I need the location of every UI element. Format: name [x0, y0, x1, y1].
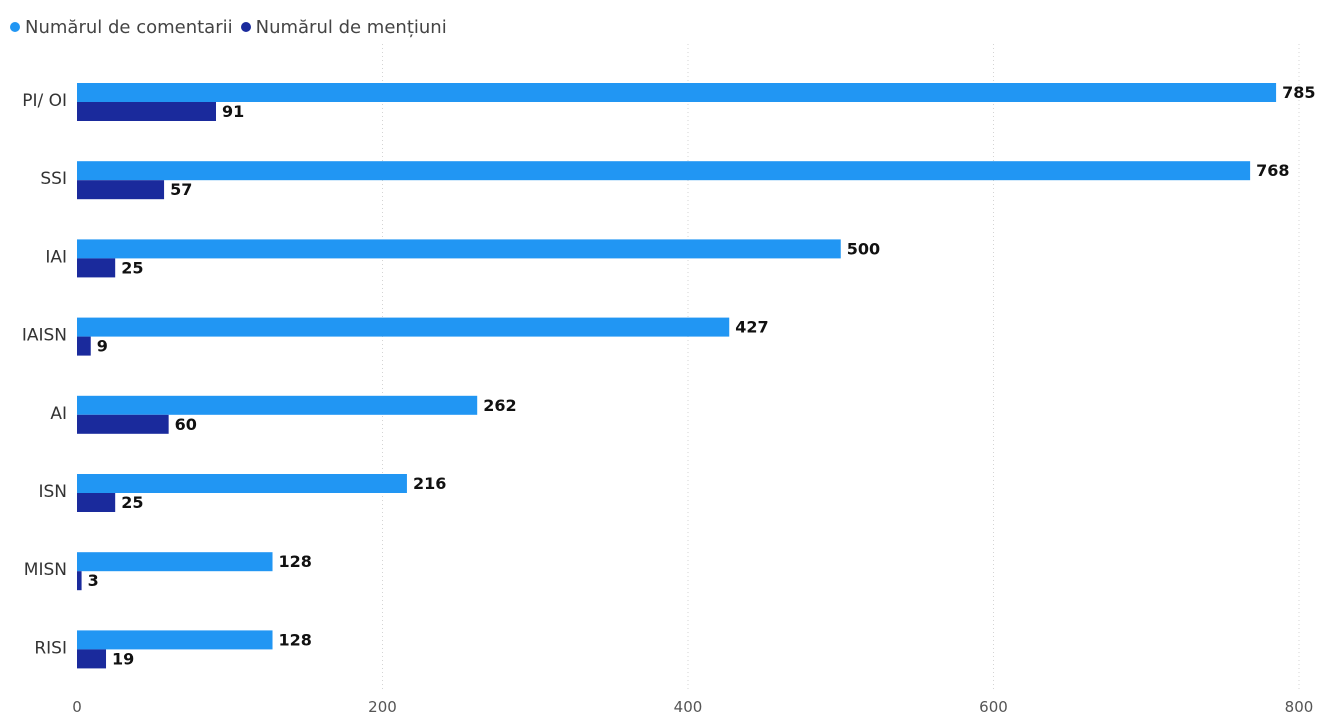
bar-comments-pi-oi	[77, 83, 1277, 102]
bar-mentions-pi-oi	[77, 102, 217, 121]
category-label-risi: RISI	[34, 638, 67, 658]
data-label-mentions-risi: 19	[112, 649, 134, 668]
bar-comments-iai	[77, 239, 841, 259]
legend-item-comments[interactable]: Numărul de comentarii	[10, 17, 233, 38]
bar-comments-risi	[77, 630, 273, 650]
legend-marker-comments	[10, 22, 20, 32]
bar-comments-ai	[77, 395, 478, 415]
x-tick-label-600: 600	[979, 698, 1008, 716]
bar-mentions-risi	[77, 649, 107, 669]
bars: 785 91 768 57 500 25 427 9 262 60 216 25 128 3 128 19	[77, 83, 1315, 669]
data-label-mentions-isn: 25	[121, 493, 143, 512]
grid-lines	[382, 44, 1300, 690]
data-label-comments-iaisn: 427	[735, 318, 768, 337]
category-label-ai: AI	[50, 404, 67, 424]
data-label-mentions-ai: 60	[175, 415, 197, 434]
legend-label-mentions: Numărul de mențiuni	[255, 16, 447, 38]
bar-mentions-misn	[77, 571, 82, 591]
data-label-comments-isn: 216	[413, 474, 446, 493]
bar-mentions-isn	[77, 493, 116, 512]
data-label-comments-pi-oi: 785	[1282, 83, 1315, 102]
bar-comments-misn	[77, 552, 273, 572]
bar-comments-ssi	[77, 161, 1251, 181]
data-label-comments-ssi: 768	[1256, 161, 1289, 180]
category-label-iai: IAI	[45, 247, 67, 267]
category-label-pi-oi: PI/ OI	[22, 91, 67, 111]
data-label-comments-iai: 500	[847, 239, 880, 258]
legend-label-comments: Numărul de comentarii	[25, 16, 233, 38]
category-label-isn: ISN	[38, 482, 67, 502]
bar-mentions-iaisn	[77, 336, 91, 356]
x-tick-label-400: 400	[674, 698, 703, 716]
bar-comments-isn	[77, 474, 407, 493]
data-label-comments-misn: 128	[279, 552, 312, 571]
x-tick-label-800: 800	[1285, 698, 1314, 716]
data-label-comments-risi: 128	[279, 630, 312, 649]
x-tick-label-200: 200	[368, 698, 397, 716]
data-label-mentions-misn: 3	[88, 571, 99, 590]
data-label-mentions-iaisn: 9	[97, 337, 108, 356]
chart-legend: Numărul de comentarii Numărul de mențiun…	[10, 14, 455, 40]
legend-item-mentions[interactable]: Numărul de mențiuni	[240, 16, 447, 38]
data-label-comments-ai: 262	[483, 396, 516, 415]
bar-comments-iaisn	[77, 317, 730, 337]
category-label-iaisn: IAISN	[22, 326, 67, 346]
bar-mentions-ai	[77, 414, 169, 434]
data-label-mentions-pi-oi: 91	[222, 102, 244, 121]
data-label-mentions-iai: 25	[121, 258, 143, 277]
bar-mentions-ssi	[77, 180, 165, 200]
x-axis-tick-labels: 0 200 400 600 800	[72, 698, 1313, 716]
legend-marker-mentions	[240, 22, 251, 32]
data-label-mentions-ssi: 57	[170, 180, 192, 199]
x-tick-label-0: 0	[72, 698, 82, 716]
bar-mentions-iai	[77, 258, 116, 278]
category-label-ssi: SSI	[40, 169, 67, 189]
category-label-misn: MISN	[24, 560, 67, 580]
category-labels: PI/ OI SSI IAI IAISN AI ISN MISN RISI	[22, 91, 67, 658]
